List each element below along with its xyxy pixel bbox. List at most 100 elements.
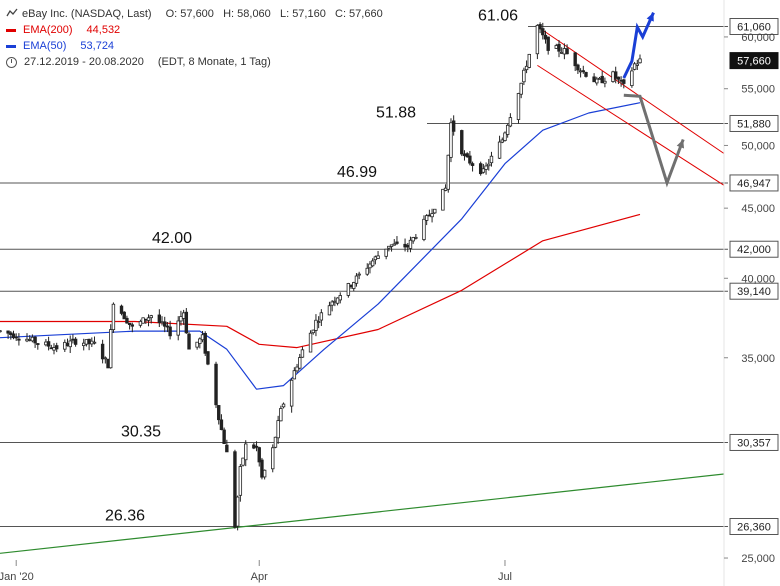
candle: [90, 337, 94, 347]
candle: [584, 71, 588, 78]
candle-body: [327, 305, 332, 316]
candle: [484, 162, 488, 175]
candle: [376, 251, 380, 259]
candle-body: [603, 80, 607, 84]
candle-body: [497, 141, 502, 159]
candle-body: [103, 357, 108, 360]
candle: [281, 402, 286, 409]
candle: [592, 73, 596, 83]
candle-body: [214, 363, 218, 406]
legend-ema200-row[interactable]: EMA(200) 44,532: [6, 22, 383, 38]
candle: [546, 36, 550, 55]
candle-body: [235, 496, 240, 527]
candle: [295, 363, 299, 373]
candle: [68, 335, 72, 353]
candle: [632, 61, 637, 71]
candle: [33, 336, 37, 348]
candle-body: [354, 275, 359, 284]
candle: [203, 331, 207, 356]
candle: [600, 71, 604, 84]
chart-trend-icon[interactable]: [6, 6, 18, 22]
candle-body: [554, 45, 558, 49]
candle-body: [319, 312, 324, 321]
candle: [443, 184, 448, 192]
candle-body: [395, 241, 399, 244]
candle-body: [122, 311, 126, 320]
candle-body: [424, 215, 429, 221]
candle: [635, 59, 639, 70]
candle-body: [508, 117, 513, 127]
candle: [109, 324, 113, 369]
candle: [181, 309, 186, 325]
candle-body: [203, 333, 207, 354]
candle: [292, 367, 297, 380]
candle: [252, 442, 256, 450]
candle-body: [316, 321, 321, 323]
candle: [165, 321, 170, 333]
candle-body: [130, 324, 135, 327]
candle-body: [111, 303, 116, 331]
candle-body: [543, 34, 548, 40]
bull-scenario-arrow-head: [646, 12, 654, 22]
candle-body: [200, 334, 205, 341]
candle: [25, 333, 29, 343]
candle: [441, 188, 445, 211]
bear-scenario-arrow: [623, 93, 685, 188]
legend-ema50-row[interactable]: EMA(50) 53,724: [6, 38, 383, 54]
candle: [73, 337, 78, 347]
y-tick-label-3: 45,000: [741, 203, 775, 215]
y-tick-label-1: 35,000: [741, 353, 775, 365]
level-label-box-6: [729, 518, 779, 535]
candle-body: [276, 420, 280, 439]
candle: [554, 43, 558, 49]
candle: [411, 236, 415, 244]
candle: [238, 464, 243, 502]
candle-body: [489, 155, 494, 164]
channel-lower-line: [537, 64, 725, 186]
candle-body: [68, 340, 72, 348]
candle: [87, 338, 91, 351]
candle: [357, 271, 361, 280]
candle-body: [146, 317, 151, 321]
last-price-label: 57,660: [737, 56, 771, 68]
candle-body: [373, 256, 378, 261]
level-label-4: 39,140: [737, 286, 771, 298]
candle-body: [330, 301, 334, 306]
candle: [46, 336, 51, 351]
candle-body: [584, 72, 588, 77]
candle-body: [52, 347, 56, 351]
candle: [460, 129, 464, 157]
candle: [408, 236, 413, 253]
candle-body: [422, 218, 426, 240]
candle-body: [487, 163, 491, 167]
candle-body: [524, 65, 529, 71]
level-label-box-2: [729, 174, 779, 192]
candlestick-series: [0, 22, 642, 531]
level-label-box-5: [729, 433, 779, 451]
candle: [500, 137, 504, 144]
candle-body: [449, 122, 453, 158]
level-note-2: 46.99: [337, 164, 377, 181]
candle-body: [298, 357, 302, 369]
candle: [279, 405, 283, 422]
candle: [0, 329, 2, 333]
support-trendline-extension: [639, 473, 725, 484]
candle: [427, 209, 432, 217]
candle-body: [141, 317, 145, 324]
candle: [638, 54, 642, 64]
candle: [217, 405, 221, 425]
candle: [141, 317, 145, 324]
candle: [52, 343, 56, 355]
candle: [49, 344, 54, 350]
x-tick-label-0: Jan '20: [0, 571, 34, 583]
level-note-5: 30.35: [121, 423, 161, 440]
level-label-2: 46,947: [737, 178, 771, 190]
candle: [163, 316, 167, 333]
candle-body: [446, 154, 450, 190]
candle-body: [443, 187, 448, 191]
candle-body: [338, 295, 342, 301]
candle: [373, 255, 378, 265]
ema200-swatch: [6, 28, 16, 32]
level-note-1: 51.88: [376, 104, 416, 121]
candle-body: [357, 273, 361, 276]
